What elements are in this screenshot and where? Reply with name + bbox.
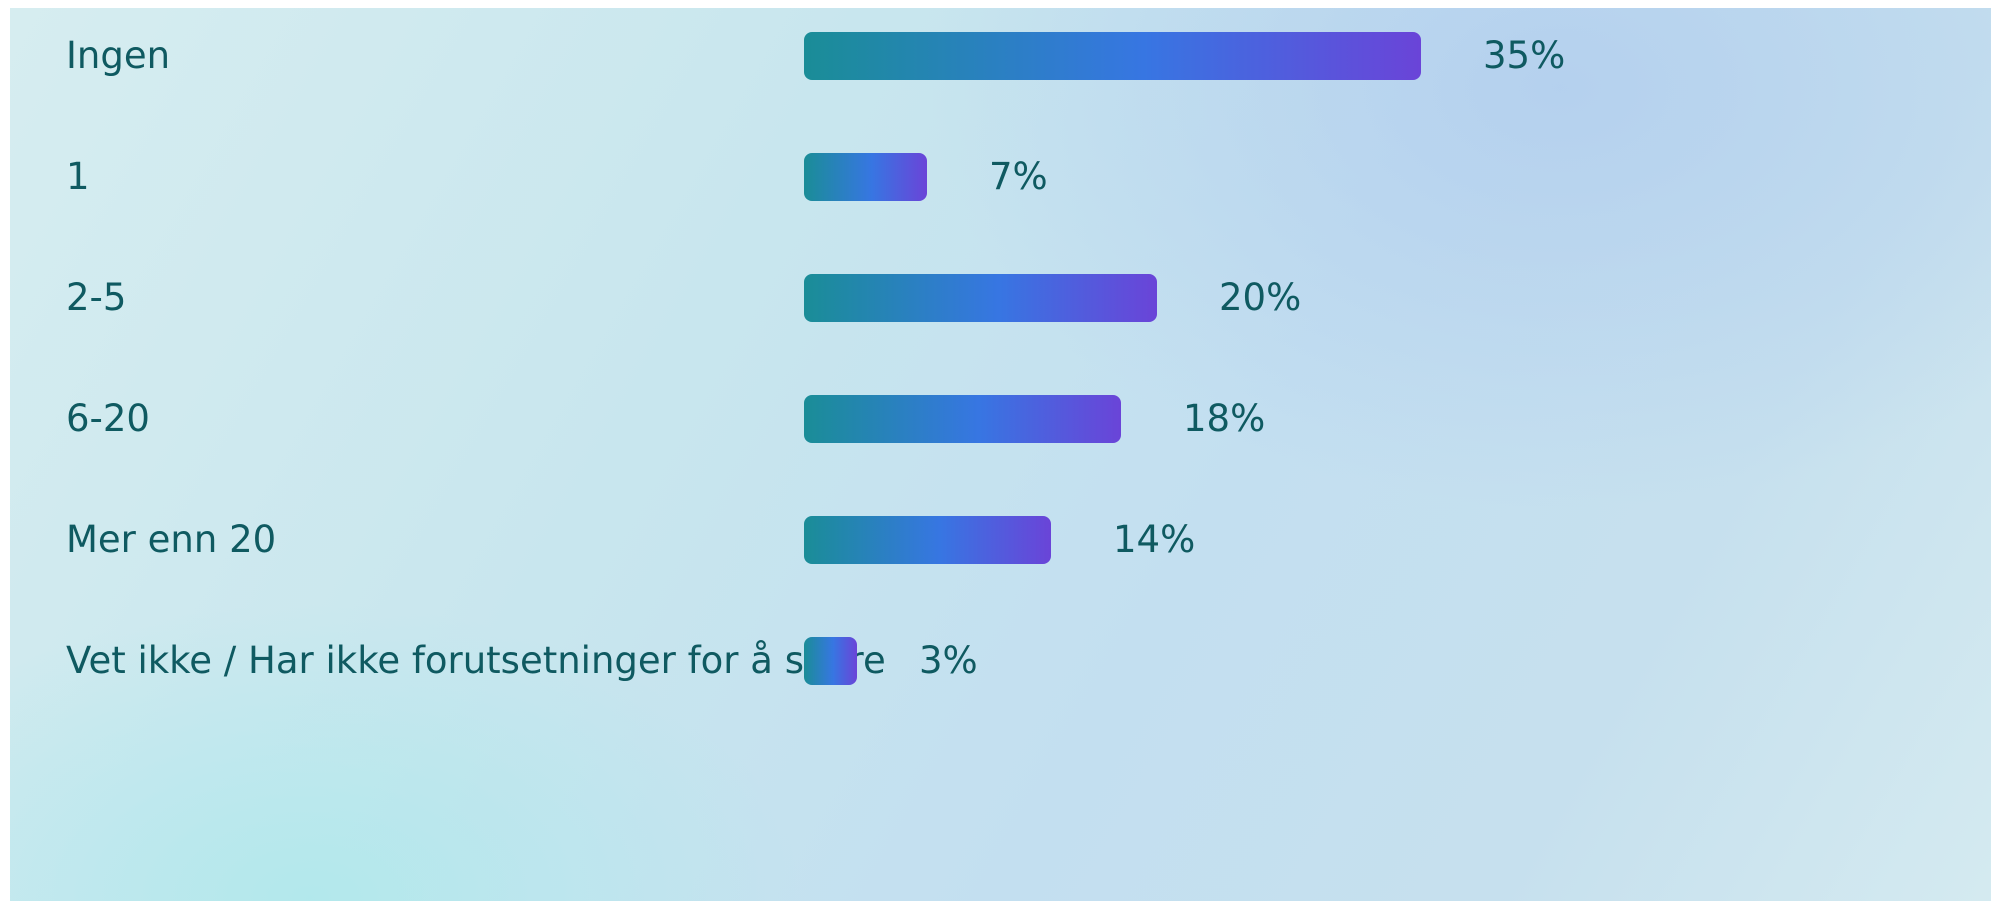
category-label: Vet ikke / Har ikke forutsetninger for å… xyxy=(66,639,886,682)
value-label: 3% xyxy=(919,639,978,682)
category-label: 2-5 xyxy=(66,276,127,319)
bar-chart-panel: Ingen 35% 1 7% 2-5 20% 6-20 18% Mer enn 20 14% Vet… xyxy=(10,8,1991,901)
value-label: 20% xyxy=(1219,276,1302,319)
bar xyxy=(804,32,1421,80)
bar xyxy=(804,637,857,685)
bar xyxy=(804,395,1121,443)
bar xyxy=(804,153,927,201)
bar xyxy=(804,274,1157,322)
value-label: 18% xyxy=(1183,397,1266,440)
category-label: 1 xyxy=(66,155,90,198)
bar xyxy=(804,516,1051,564)
value-label: 14% xyxy=(1113,518,1196,561)
category-label: Ingen xyxy=(66,34,171,77)
category-label: Mer enn 20 xyxy=(66,518,277,561)
value-label: 35% xyxy=(1483,34,1566,77)
category-label: 6-20 xyxy=(66,397,150,440)
value-label: 7% xyxy=(989,155,1048,198)
